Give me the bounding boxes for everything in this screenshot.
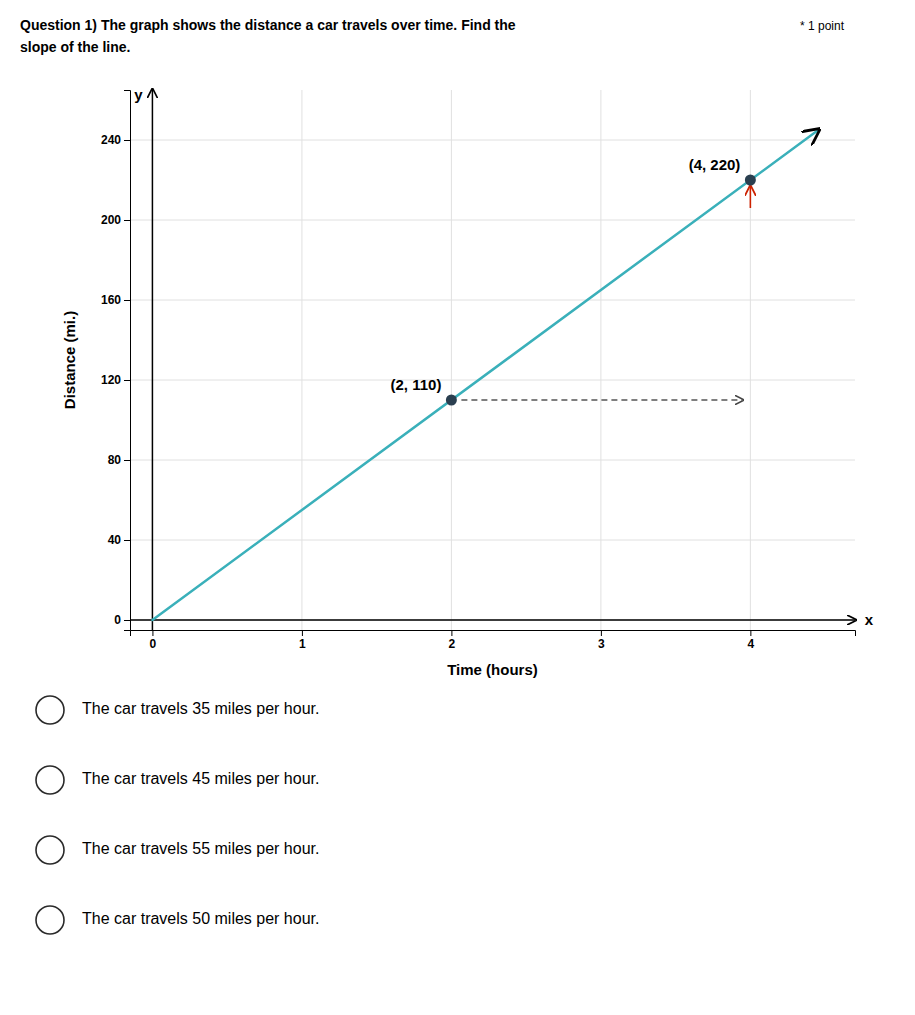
- axis-letter-y: y: [134, 86, 143, 103]
- tick-label: 40: [108, 533, 122, 547]
- tick: 2: [449, 630, 456, 651]
- tick: 0: [114, 613, 130, 627]
- tick: 120: [101, 373, 130, 387]
- tick: 240: [101, 133, 130, 147]
- tick-label: 0: [150, 637, 157, 651]
- choice-radio[interactable]: [36, 766, 64, 794]
- grid-line-y: [130, 460, 855, 461]
- grid-line-y: [130, 380, 855, 381]
- tick-mark: [302, 630, 303, 636]
- x-axis-title: Time (hours): [447, 661, 538, 678]
- choices: The car travels 35 miles per hour. The ca…: [36, 696, 319, 934]
- data-labels: (2, 110) (4, 220): [391, 156, 741, 393]
- tick-mark: [451, 630, 452, 636]
- tick-mark: [750, 630, 751, 636]
- choice-radio[interactable]: [36, 696, 64, 724]
- annotation: * 1 point: [800, 19, 845, 33]
- grid-line-x: [451, 90, 452, 630]
- grid-line-x: [301, 90, 302, 630]
- run-arrow: [461, 399, 742, 400]
- tick-label: 4: [748, 637, 755, 651]
- grid-line-x: [600, 90, 601, 630]
- choice-text: The car travels 35 miles per hour.: [82, 700, 319, 717]
- tick-label: 200: [101, 213, 121, 227]
- tick-mark: [124, 220, 130, 221]
- grid: [130, 90, 855, 630]
- chart-svg: Question 1) The graph shows the distance…: [0, 0, 915, 1015]
- tick-mark: [124, 540, 130, 541]
- grid-line-y: [130, 620, 855, 621]
- tick: 200: [101, 213, 130, 227]
- plot-area: [152, 131, 817, 621]
- tick-label: 2: [449, 637, 456, 651]
- data-point: [745, 175, 756, 186]
- tick-label: 120: [101, 373, 121, 387]
- tick: 40: [108, 533, 130, 547]
- subtitle: slope of the line.: [20, 39, 130, 55]
- axis-line: [131, 631, 856, 637]
- tick: 1: [299, 630, 306, 651]
- y-axis: 0 40 80 120 160 200 240: [101, 91, 131, 631]
- grid-line-y: [130, 220, 855, 221]
- grid-line-x: [152, 90, 153, 630]
- zero-line-x: [130, 619, 855, 621]
- tick-label: 1: [299, 637, 306, 651]
- tick-mark: [152, 630, 153, 636]
- y-axis-title: Distance (mi.): [61, 311, 78, 409]
- tick-label: 240: [101, 133, 121, 147]
- choice-radio[interactable]: [36, 906, 64, 934]
- tick: 3: [598, 630, 605, 651]
- tick-label: 3: [598, 637, 605, 651]
- grid-line-y: [130, 300, 855, 301]
- tick-label: 0: [114, 613, 121, 627]
- tick-mark: [124, 300, 130, 301]
- grid-line-x: [750, 90, 751, 630]
- data-point: [446, 395, 457, 406]
- data-label: (2, 110): [391, 376, 442, 393]
- choice-text: The car travels 55 miles per hour.: [82, 840, 319, 857]
- x-axis: 0 1 2 3 4: [131, 630, 856, 651]
- data-label: (4, 220): [689, 156, 741, 173]
- tick-label: 160: [101, 293, 121, 307]
- choice-radio[interactable]: [36, 836, 64, 864]
- choice-text: The car travels 50 miles per hour.: [82, 910, 319, 927]
- choice-text: The car travels 45 miles per hour.: [82, 770, 319, 787]
- tick-mark: [124, 140, 130, 141]
- tick-mark: [124, 620, 130, 621]
- grid-line-y: [130, 140, 855, 141]
- tick-mark: [124, 380, 130, 381]
- tick: 0: [150, 630, 157, 651]
- tick-label: 80: [108, 453, 122, 467]
- tick: 80: [108, 453, 130, 467]
- tick: 4: [748, 630, 755, 651]
- axis-line: [124, 91, 131, 631]
- axis-letter-x: x: [865, 611, 874, 628]
- rise-arrow: [750, 187, 752, 208]
- title: Question 1) The graph shows the distance…: [20, 17, 516, 33]
- data-line: [152, 131, 817, 621]
- tick-mark: [124, 460, 130, 461]
- tick: 160: [101, 293, 130, 307]
- zero-line-y: [152, 90, 154, 630]
- tick-mark: [601, 630, 602, 636]
- grid-line-y: [130, 540, 855, 541]
